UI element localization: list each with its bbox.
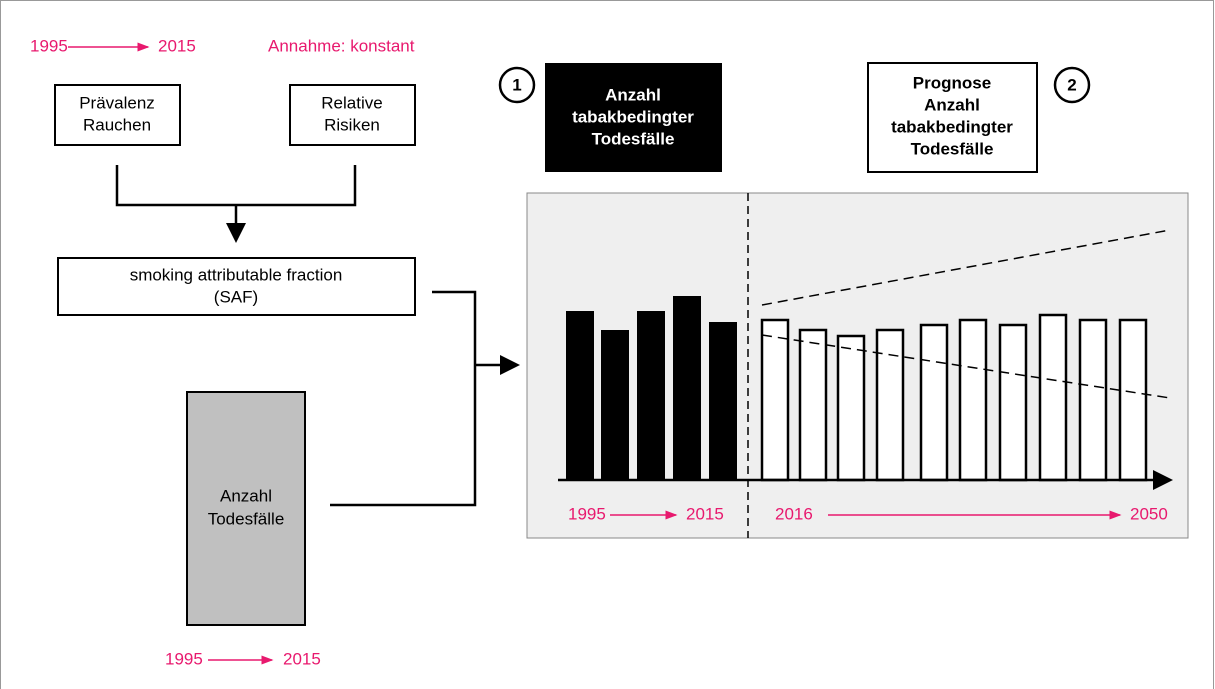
trend-line xyxy=(761,229,1171,306)
period-end: 2015 xyxy=(686,504,724,523)
input-label: Relative xyxy=(321,93,382,112)
input-label: Rauchen xyxy=(83,115,151,134)
input-label: Prävalenz xyxy=(79,93,155,112)
step-label: tabakbedingter xyxy=(572,107,694,126)
assumption: Annahme: konstant xyxy=(268,36,415,55)
timeline-start: 1995 xyxy=(165,649,203,668)
past-bars xyxy=(566,296,737,480)
step-circle xyxy=(1053,66,1091,104)
step-number: 1 xyxy=(512,75,521,94)
deaths-label: Todesfälle xyxy=(208,509,285,528)
step-label: Anzahl xyxy=(924,95,980,114)
timeline-end: 2015 xyxy=(283,649,321,668)
saf-label: (SAF) xyxy=(214,287,258,306)
step-box xyxy=(545,63,722,172)
period-end: 2050 xyxy=(1130,504,1168,523)
input-box xyxy=(289,84,416,146)
step-box xyxy=(867,62,1038,173)
deaths-box xyxy=(186,391,306,626)
saf-box xyxy=(57,257,416,316)
timeline-end: 2015 xyxy=(158,36,196,55)
step-label: tabakbedingter xyxy=(891,117,1013,136)
input-label: Risiken xyxy=(324,115,380,134)
step-number: 2 xyxy=(1067,75,1076,94)
deaths-label: Anzahl xyxy=(220,486,272,505)
step-label: Todesfälle xyxy=(592,129,675,148)
period-start: 1995 xyxy=(568,504,606,523)
period-start: 2016 xyxy=(775,504,813,523)
step-label: Anzahl xyxy=(605,85,661,104)
step-circle xyxy=(498,66,536,104)
step-label: Todesfälle xyxy=(911,139,994,158)
step-label: Prognose xyxy=(913,73,991,92)
input-box xyxy=(54,84,181,146)
timeline-start: 1995 xyxy=(30,36,68,55)
connector xyxy=(330,290,477,507)
trend-line xyxy=(761,334,1171,399)
saf-label: smoking attributable fraction xyxy=(130,265,343,284)
